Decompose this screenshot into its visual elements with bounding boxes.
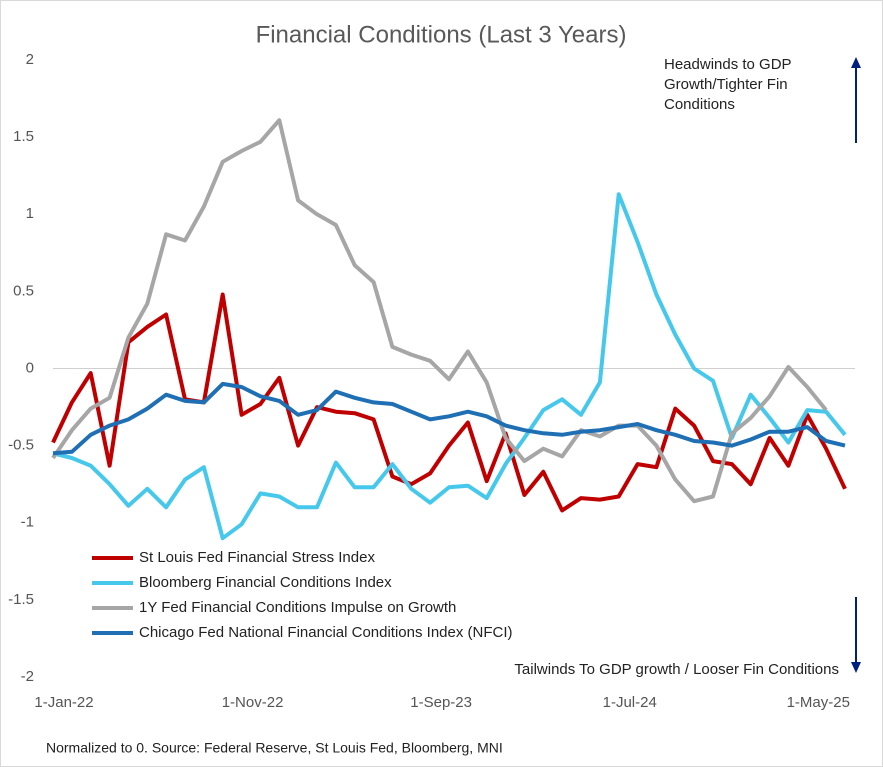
x-tick-label: 1-Nov-22 [222,694,284,711]
annotation: Growth/Tighter Fin [664,76,788,93]
y-tick-label: 1.5 [13,128,34,145]
legend-label: 1Y Fed Financial Conditions Impulse on G… [139,599,456,616]
x-tick-label: 1-May-25 [787,694,850,711]
arrow-head [851,57,861,68]
y-tick-label: -0.5 [8,437,34,454]
annotation: Conditions [664,96,735,113]
legend-label: Bloomberg Financial Conditions Index [139,574,392,591]
footnote: Normalized to 0. Source: Federal Reserve… [46,740,503,756]
legend-label: Chicago Fed National Financial Condition… [139,624,513,641]
y-tick-label: 1 [26,205,34,222]
series-line [52,192,847,541]
series-line [51,118,828,504]
x-tick-label: 1-Jul-24 [603,694,657,711]
y-tick-label: 2 [26,51,34,68]
chart-title: Financial Conditions (Last 3 Years) [256,21,627,48]
series-line [52,381,846,456]
y-tick-label: -2 [21,668,34,685]
annotation: Headwinds to GDP [664,56,792,73]
y-tick-label: 0.5 [13,282,34,299]
x-tick-label: 1-Jan-22 [34,694,93,711]
annotation: Tailwinds To GDP growth / Looser Fin Con… [514,661,839,678]
arrow-head [851,662,861,673]
legend-label: St Louis Fed Financial Stress Index [139,549,375,566]
y-tick-label: -1.5 [8,591,34,608]
x-tick-label: 1-Sep-23 [410,694,472,711]
y-tick-label: -1 [21,514,34,531]
y-tick-label: 0 [26,359,34,376]
